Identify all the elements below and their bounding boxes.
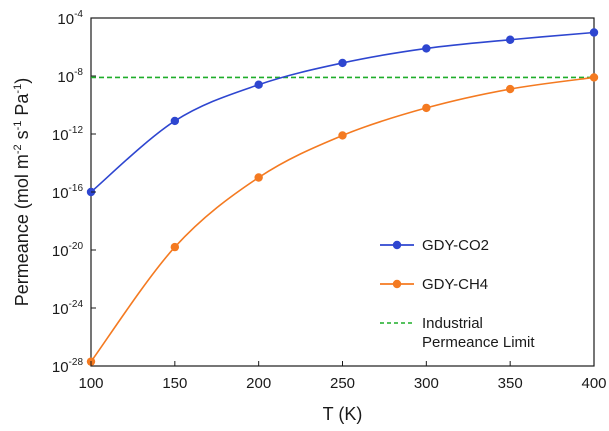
y-axis-title-mid2: Pa — [12, 93, 32, 121]
data-point-gdy-co2-150 — [170, 116, 180, 126]
y-tick-label--4: 10-4 — [57, 9, 83, 28]
data-point-gdy-co2-350 — [505, 35, 515, 44]
x-axis-title: T (K) — [323, 404, 363, 424]
y-tick-label--28: 10-28 — [52, 357, 84, 376]
legend-swatch-co2-marker — [392, 240, 402, 250]
y-tick-exponent: -4 — [74, 9, 83, 20]
y-axis-title-suffix: ) — [12, 78, 32, 84]
y-tick-exponent: -20 — [69, 241, 84, 252]
y-tick-exponent: -24 — [69, 299, 84, 310]
y-tick-exponent: -8 — [74, 67, 83, 78]
y-tick-exponent: -28 — [69, 357, 84, 368]
legend-label-ch4: GDY-CH4 — [422, 276, 488, 293]
y-tick-base: 10 — [52, 359, 69, 376]
y-axis-title-sup2: -1 — [12, 121, 24, 131]
x-tick-label-350: 350 — [498, 375, 523, 392]
y-axis-title-mid1: s — [12, 130, 32, 144]
y-tick-label--12: 10-12 — [52, 125, 84, 144]
data-point-gdy-ch4-200 — [254, 173, 263, 182]
y-tick-label--20: 10-20 — [52, 241, 84, 260]
y-tick-base: 10 — [57, 11, 74, 28]
x-tick-label-100: 100 — [78, 375, 103, 392]
y-tick-label--24: 10-24 — [52, 299, 84, 318]
y-tick-base: 10 — [52, 185, 69, 202]
legend-swatch-ch4-marker — [392, 279, 402, 289]
legend-item-co2: GDY-CO2 — [380, 237, 489, 254]
legend-label-industrial-limit-line2: Permeance Limit — [422, 334, 535, 351]
series-points — [86, 28, 599, 366]
data-point-gdy-ch4-250 — [338, 131, 347, 140]
data-point-gdy-co2-250 — [338, 58, 347, 68]
plot-frame — [90, 17, 595, 367]
y-tick-base: 10 — [52, 127, 69, 144]
plot-area — [86, 17, 599, 367]
data-point-gdy-co2-300 — [422, 44, 431, 53]
data-point-gdy-ch4-150 — [170, 242, 180, 252]
y-axis-title: Permeance (mol m-2 s-1 Pa-1) — [12, 78, 32, 306]
data-point-gdy-ch4-350 — [505, 84, 515, 94]
y-tick-exponent: -16 — [69, 183, 84, 194]
y-tick-exponent: -12 — [69, 125, 84, 136]
legend: GDY-CO2 GDY-CH4 Industrial Permeance Lim… — [380, 237, 535, 351]
y-tick-label--16: 10-16 — [52, 183, 84, 202]
x-axis-ticks: 100 150 200 250 300 350 400 — [78, 361, 607, 392]
data-point-gdy-co2-400 — [589, 28, 599, 37]
x-tick-label-400: 400 — [581, 375, 606, 392]
x-tick-label-250: 250 — [330, 375, 355, 392]
y-tick-base: 10 — [52, 301, 69, 318]
legend-label-industrial-limit-line1: Industrial — [422, 315, 483, 332]
y-axis-title-sup1: -2 — [12, 144, 24, 154]
x-tick-label-200: 200 — [246, 375, 271, 392]
data-point-gdy-ch4-300 — [422, 103, 431, 113]
legend-item-industrial-limit: Industrial Permeance Limit — [380, 315, 535, 351]
data-point-gdy-ch4-400 — [589, 73, 599, 82]
x-tick-label-150: 150 — [162, 375, 187, 392]
y-tick-base: 10 — [57, 69, 74, 86]
data-point-gdy-co2-200 — [254, 80, 263, 89]
y-tick-label--8: 10-8 — [57, 67, 83, 86]
y-axis-title-sup3: -1 — [12, 84, 24, 94]
y-axis-title-prefix: Permeance (mol m — [12, 154, 32, 306]
y-tick-base: 10 — [52, 243, 69, 260]
legend-label-co2: GDY-CO2 — [422, 237, 489, 254]
legend-item-ch4: GDY-CH4 — [380, 276, 488, 293]
x-tick-label-300: 300 — [414, 375, 439, 392]
